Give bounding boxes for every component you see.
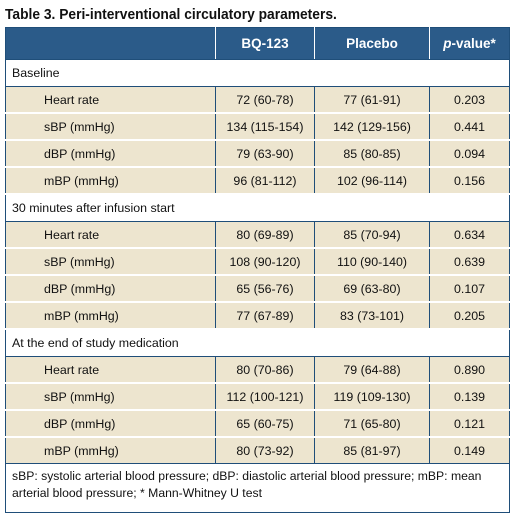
cell-p-value: 0.149 bbox=[429, 436, 510, 464]
row-label: Heart rate bbox=[5, 221, 216, 249]
row-label: dBP (mmHg) bbox=[5, 409, 216, 438]
section-row: 30 minutes after infusion start bbox=[5, 193, 510, 222]
cell-placebo: 142 (129-156) bbox=[314, 112, 430, 141]
cell-bq123: 108 (90-120) bbox=[215, 247, 315, 276]
cell-p-value: 0.107 bbox=[429, 274, 510, 303]
cell-placebo: 69 (63-80) bbox=[314, 274, 430, 303]
row-label: sBP (mmHg) bbox=[5, 247, 216, 276]
table-row: dBP (mmHg) 65 (60-75) 71 (65-80) 0.121 bbox=[5, 409, 510, 438]
header-p-italic: p bbox=[443, 36, 452, 51]
cell-bq123: 77 (67-89) bbox=[215, 301, 315, 330]
cell-placebo: 85 (80-85) bbox=[314, 139, 430, 168]
cell-placebo: 77 (61-91) bbox=[314, 86, 430, 114]
circulatory-parameters-table: BQ-123 Placebo p-value* Baseline Heart ra… bbox=[5, 27, 510, 513]
header-p-rest: -value* bbox=[451, 36, 496, 51]
section-heading: 30 minutes after infusion start bbox=[5, 193, 510, 222]
cell-p-value: 0.634 bbox=[429, 221, 510, 249]
row-label: dBP (mmHg) bbox=[5, 139, 216, 168]
footnote-row: sBP: systolic arterial blood pressure; d… bbox=[5, 463, 510, 513]
cell-placebo: 85 (81-97) bbox=[314, 436, 430, 464]
section-heading: At the end of study medication bbox=[5, 328, 510, 357]
cell-bq123: 80 (69-89) bbox=[215, 221, 315, 249]
table-row: sBP (mmHg) 134 (115-154) 142 (129-156) 0.44… bbox=[5, 112, 510, 141]
section-row: Baseline bbox=[5, 59, 510, 87]
table-row: mBP (mmHg) 80 (73-92) 85 (81-97) 0.149 bbox=[5, 436, 510, 464]
row-label: mBP (mmHg) bbox=[5, 166, 216, 195]
row-label: mBP (mmHg) bbox=[5, 436, 216, 464]
row-label: dBP (mmHg) bbox=[5, 274, 216, 303]
cell-bq123: 80 (73-92) bbox=[215, 436, 315, 464]
cell-bq123: 65 (56-76) bbox=[215, 274, 315, 303]
cell-bq123: 80 (70-86) bbox=[215, 356, 315, 384]
cell-placebo: 110 (90-140) bbox=[314, 247, 430, 276]
cell-p-value: 0.205 bbox=[429, 301, 510, 330]
cell-placebo: 85 (70-94) bbox=[314, 221, 430, 249]
cell-p-value: 0.121 bbox=[429, 409, 510, 438]
table-title: Table 3. Peri-interventional circulatory… bbox=[5, 6, 337, 23]
table-row: dBP (mmHg) 65 (56-76) 69 (63-80) 0.107 bbox=[5, 274, 510, 303]
table-row: Heart rate 80 (69-89) 85 (70-94) 0.634 bbox=[5, 221, 510, 249]
cell-p-value: 0.890 bbox=[429, 356, 510, 384]
section-row: At the end of study medication bbox=[5, 328, 510, 357]
cell-bq123: 65 (60-75) bbox=[215, 409, 315, 438]
cell-bq123: 72 (60-78) bbox=[215, 86, 315, 114]
cell-placebo: 102 (96-114) bbox=[314, 166, 430, 195]
cell-p-value: 0.139 bbox=[429, 382, 510, 411]
cell-placebo: 79 (64-88) bbox=[314, 356, 430, 384]
cell-bq123: 79 (63-90) bbox=[215, 139, 315, 168]
header-p-value: p-value* bbox=[429, 27, 510, 60]
cell-p-value: 0.441 bbox=[429, 112, 510, 141]
header-placebo: Placebo bbox=[314, 27, 430, 60]
row-label: mBP (mmHg) bbox=[5, 301, 216, 330]
cell-p-value: 0.156 bbox=[429, 166, 510, 195]
table-row: mBP (mmHg) 96 (81-112) 102 (96-114) 0.156 bbox=[5, 166, 510, 195]
cell-bq123: 96 (81-112) bbox=[215, 166, 315, 195]
cell-p-value: 0.094 bbox=[429, 139, 510, 168]
row-label: Heart rate bbox=[5, 86, 216, 114]
table-row: sBP (mmHg) 108 (90-120) 110 (90-140) 0.639 bbox=[5, 247, 510, 276]
cell-placebo: 83 (73-101) bbox=[314, 301, 430, 330]
table-row: dBP (mmHg) 79 (63-90) 85 (80-85) 0.094 bbox=[5, 139, 510, 168]
table-body: Baseline Heart rate 72 (60-78) 77 (61-91) 0.… bbox=[5, 59, 510, 464]
table-row: Heart rate 80 (70-86) 79 (64-88) 0.890 bbox=[5, 356, 510, 384]
table-row: sBP (mmHg) 112 (100-121) 119 (109-130) 0.13… bbox=[5, 382, 510, 411]
header-bq123: BQ-123 bbox=[215, 27, 315, 60]
table-header-row: BQ-123 Placebo p-value* bbox=[5, 27, 510, 60]
row-label: sBP (mmHg) bbox=[5, 382, 216, 411]
table-row: Heart rate 72 (60-78) 77 (61-91) 0.203 bbox=[5, 86, 510, 114]
row-label: Heart rate bbox=[5, 356, 216, 384]
row-label: sBP (mmHg) bbox=[5, 112, 216, 141]
header-empty-cell bbox=[5, 27, 216, 60]
cell-bq123: 112 (100-121) bbox=[215, 382, 315, 411]
cell-p-value: 0.203 bbox=[429, 86, 510, 114]
cell-p-value: 0.639 bbox=[429, 247, 510, 276]
cell-bq123: 134 (115-154) bbox=[215, 112, 315, 141]
section-heading: Baseline bbox=[5, 59, 510, 87]
table-row: mBP (mmHg) 77 (67-89) 83 (73-101) 0.205 bbox=[5, 301, 510, 330]
cell-placebo: 119 (109-130) bbox=[314, 382, 430, 411]
table-footnote: sBP: systolic arterial blood pressure; d… bbox=[5, 463, 510, 513]
cell-placebo: 71 (65-80) bbox=[314, 409, 430, 438]
